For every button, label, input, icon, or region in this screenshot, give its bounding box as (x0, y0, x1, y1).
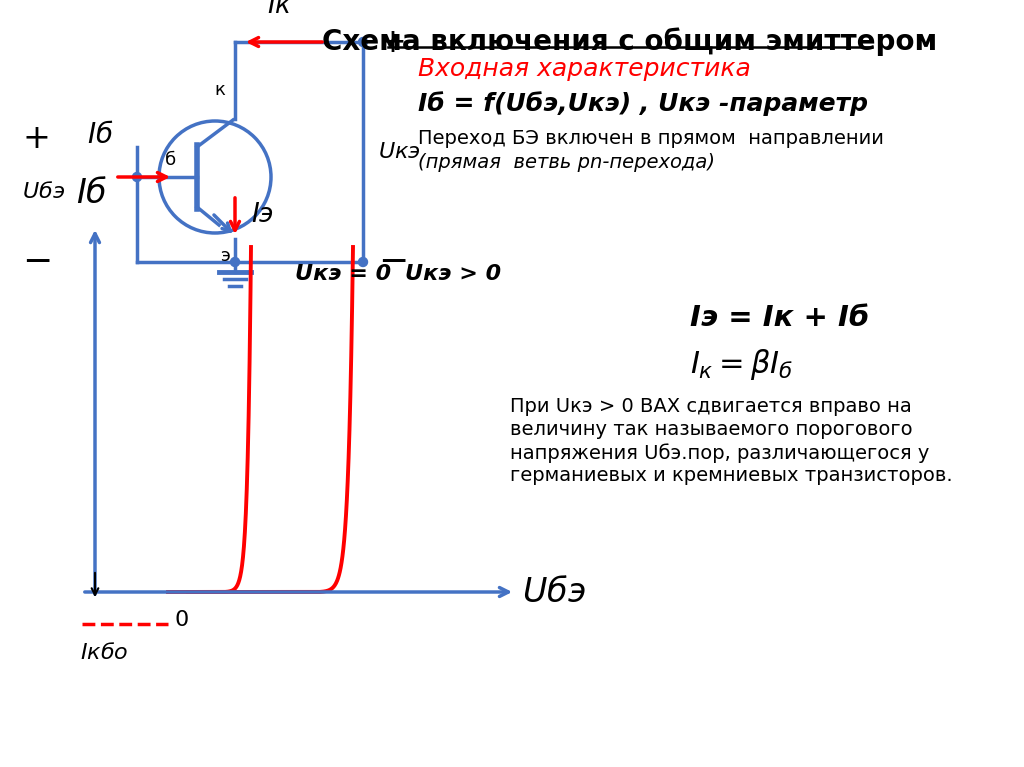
Circle shape (230, 258, 240, 266)
Text: напряжения Uбэ.пор, различающегося у: напряжения Uбэ.пор, различающегося у (510, 443, 930, 463)
Text: э: э (220, 247, 230, 265)
Text: $Iэ$: $Iэ$ (251, 202, 273, 228)
Text: $Uкэ$: $Uкэ$ (378, 142, 421, 162)
Text: −: − (22, 245, 52, 279)
Text: величину так называемого порогового: величину так называемого порогового (510, 420, 912, 439)
Text: −: − (378, 245, 409, 279)
Text: При Uкэ > 0 ВАХ сдвигается вправо на: При Uкэ > 0 ВАХ сдвигается вправо на (510, 397, 911, 416)
Circle shape (132, 173, 141, 182)
Text: $Iкбо$: $Iкбо$ (80, 642, 128, 663)
Text: $Iб$: $Iб$ (77, 177, 108, 210)
Text: +: + (378, 25, 406, 58)
Text: Входная характеристика: Входная характеристика (418, 57, 751, 81)
Text: $Uбэ$: $Uбэ$ (22, 182, 66, 202)
Text: (прямая  ветвь pn-перехода): (прямая ветвь pn-перехода) (418, 153, 715, 172)
Text: Uкэ = 0: Uкэ = 0 (295, 264, 391, 284)
Text: $Iк$: $Iк$ (267, 0, 293, 19)
Text: к: к (215, 81, 225, 99)
Text: $I_к = \beta I_б$: $I_к = \beta I_б$ (690, 347, 794, 382)
Text: Iб = f(Uбэ,Uкэ) , Uкэ -параметр: Iб = f(Uбэ,Uкэ) , Uкэ -параметр (418, 91, 868, 116)
Text: Переход БЭ включен в прямом  направлении: Переход БЭ включен в прямом направлении (418, 129, 884, 148)
Text: Uкэ > 0: Uкэ > 0 (406, 264, 501, 284)
Text: +: + (22, 123, 50, 156)
Text: 0: 0 (174, 610, 188, 630)
Text: $Iб$: $Iб$ (87, 121, 114, 149)
Text: Схема включения с общим эмиттером: Схема включения с общим эмиттером (323, 27, 938, 56)
Text: Iэ = Iк + Iб: Iэ = Iк + Iб (690, 304, 869, 332)
Text: германиевых и кремниевых транзисторов.: германиевых и кремниевых транзисторов. (510, 466, 952, 485)
Circle shape (358, 38, 368, 47)
Text: б: б (165, 151, 176, 169)
Circle shape (358, 258, 368, 266)
Text: $Uбэ$: $Uбэ$ (522, 575, 586, 608)
